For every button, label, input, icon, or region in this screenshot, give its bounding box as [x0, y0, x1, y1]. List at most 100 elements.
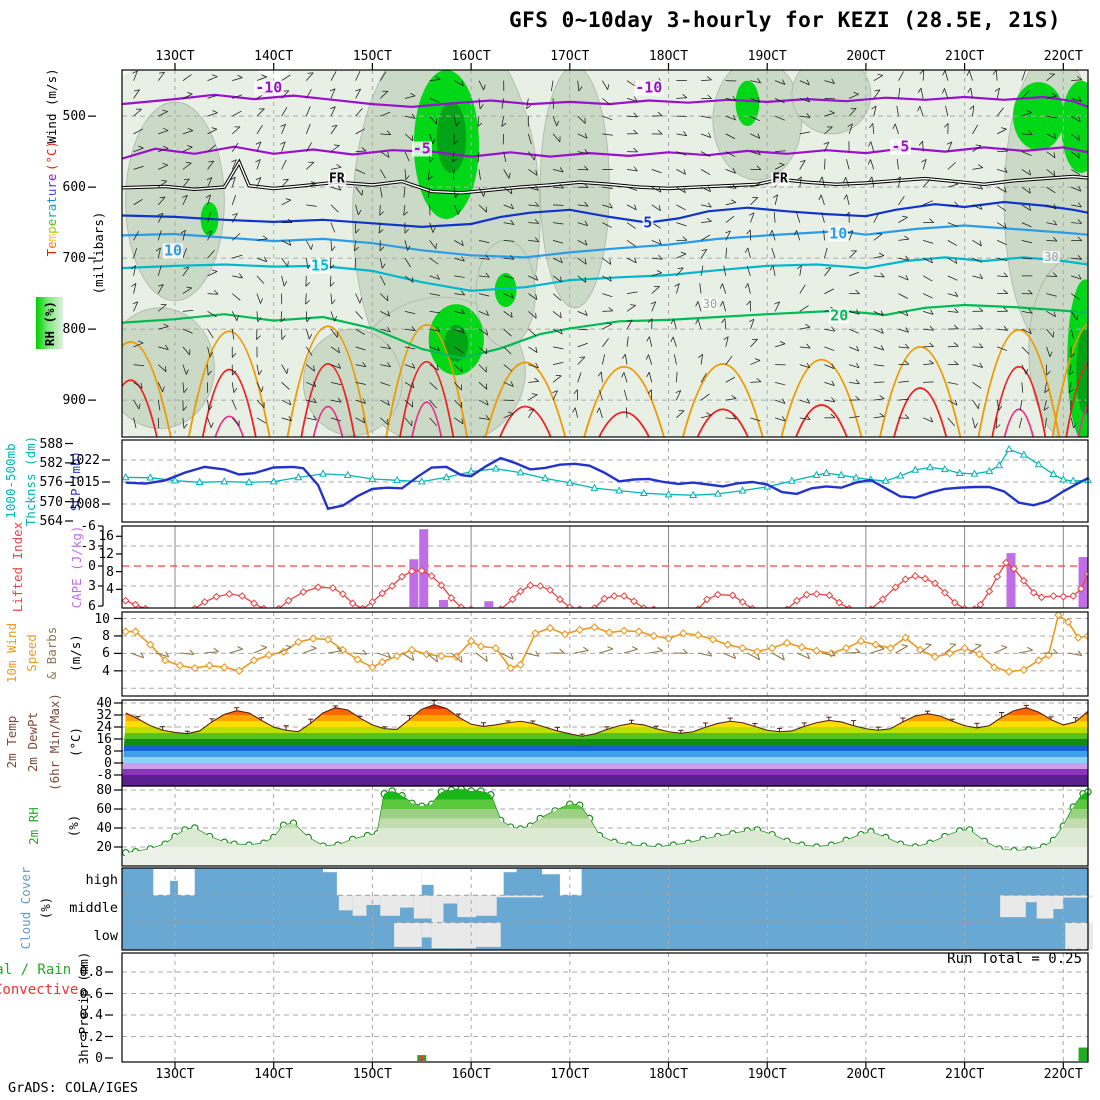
cloud-bar-high — [177, 869, 195, 896]
cloud-bar-middle — [380, 895, 401, 916]
cloud-row-high-label: high — [85, 872, 118, 888]
temp2m-axis-label-1: 2m Temp — [3, 715, 19, 769]
contour-label-30: 30 — [1043, 250, 1060, 265]
cloud-cover-axis-label: Cloud Cover — [17, 866, 33, 950]
thickness-tick-label: 588 — [39, 436, 63, 452]
cloud-bar-low — [476, 922, 501, 947]
time-label-top: 21OCT — [945, 49, 985, 64]
wind-units-label: Wind (m/s) — [43, 68, 59, 144]
rh-legend-box: RH (%) — [36, 297, 63, 349]
contour-label--10: -10 — [254, 78, 284, 97]
precip-tick-label: 0.2 — [79, 1029, 103, 1045]
temp-tick-label: 32 — [96, 708, 112, 723]
contour-label--5: -5 — [890, 137, 911, 156]
cloud-bar-high — [433, 869, 504, 896]
contour-label--5: -5 — [411, 139, 432, 158]
time-label-top: 19OCT — [747, 49, 787, 64]
thickness-tick-label: 564 — [39, 514, 63, 529]
lifted-index-axis-label: Lifted Index — [9, 521, 25, 613]
contour-label-10: 10 — [828, 224, 849, 243]
pressure-tick-label: 600 — [62, 180, 86, 196]
temp-tick-label: -8 — [96, 768, 112, 783]
pressure-tick-label: 700 — [62, 251, 86, 267]
cloud-row-middle-label: middle — [69, 900, 118, 916]
cloud-bar-high — [323, 869, 337, 873]
cloud-bar-middle — [496, 895, 544, 898]
cloud-bar-middle — [1053, 895, 1064, 909]
temperature-letter: a — [43, 203, 59, 212]
cloud-bar-high — [503, 869, 517, 873]
temperature-units-label: (°C) — [43, 140, 59, 172]
contour-label--10: -10 — [634, 78, 664, 97]
time-label-top: 13OCT — [155, 49, 195, 64]
time-label-top: 16OCT — [451, 49, 491, 64]
cloud-bar-low — [421, 922, 432, 938]
temperature-letter: e — [43, 241, 59, 249]
cloud-bar-high — [559, 869, 582, 896]
rh-tick-label: 40 — [96, 821, 112, 836]
cloud-row-low-label: low — [93, 928, 118, 944]
time-label-bottom: 20OCT — [846, 1067, 886, 1082]
precip-bar-total — [1078, 1047, 1088, 1061]
grads-credit: GrADS: COLA/IGES — [8, 1080, 139, 1096]
cloud-bar-middle — [352, 895, 367, 916]
time-label-bottom: 15OCT — [352, 1067, 392, 1082]
rh-tick-label: 20 — [96, 840, 112, 855]
rh2m-axis-label: 2m RH — [25, 807, 41, 845]
temp-tick-label: 24 — [96, 720, 112, 735]
contour-label-fr: FR — [328, 171, 346, 187]
li-tick-label: 0 — [88, 559, 96, 574]
precip-tick-label: 0.4 — [79, 1008, 103, 1023]
cloud-bar-low — [1065, 922, 1093, 950]
pressure-axis-label: (millibars) — [90, 211, 106, 295]
panel-precip — [122, 953, 1088, 1062]
time-label-top: 15OCT — [352, 49, 392, 64]
slp-tick-label: 1008 — [68, 497, 100, 512]
time-label-bottom: 14OCT — [254, 1067, 294, 1082]
contour-label-10: 10 — [162, 241, 184, 260]
time-label-bottom: 21OCT — [945, 1067, 985, 1082]
pressure-tick-label: 800 — [62, 322, 86, 338]
cloud-bar-middle — [338, 895, 353, 911]
cloud-bar-high — [153, 869, 171, 896]
cloud-bar-middle — [431, 895, 444, 923]
cape-tick-label: 12 — [98, 546, 114, 562]
upper-wind-barbs — [130, 70, 1082, 429]
time-label-top: 17OCT — [550, 49, 590, 64]
cloud-bar-high — [336, 869, 422, 896]
wind-tick-label: 4 — [102, 663, 110, 679]
contour-label-5: 5 — [642, 213, 654, 232]
temp-tick-label: 16 — [96, 732, 112, 747]
temp2m-bands — [122, 705, 1088, 786]
thickness-tick-label: 570 — [39, 494, 63, 510]
panel-wind10m — [122, 612, 1088, 696]
pressure-tick-label: 900 — [62, 393, 86, 409]
wind-tick-label: 10 — [94, 611, 110, 627]
cloud-bar-high — [542, 869, 560, 875]
cloud-bar-middle — [413, 895, 432, 919]
contour-label-20: 20 — [829, 306, 850, 325]
time-label-top: 22OCT — [1043, 49, 1083, 64]
cloud-cover-units-label: (%) — [37, 896, 53, 920]
cape-tick-label: 8 — [106, 564, 114, 580]
precip-legend-convective: Convective — [0, 982, 79, 998]
temp-tick-label: 8 — [104, 744, 112, 759]
wind-tick-label: 6 — [102, 646, 110, 662]
time-label-top: 14OCT — [254, 49, 294, 64]
time-label-bottom: 19OCT — [747, 1067, 787, 1082]
rh-tick-label: 80 — [96, 783, 112, 798]
temperature-letter: e — [43, 218, 59, 227]
contour-label-15: 15 — [310, 256, 331, 275]
temperature-letter: m — [43, 233, 59, 242]
cloud-bar-high — [421, 869, 434, 885]
li-tick-label: -3 — [80, 538, 96, 554]
time-label-bottom: 22OCT — [1043, 1067, 1083, 1082]
panel-borders — [65, 63, 1089, 1069]
chart-title: GFS 0~10day 3-hourly for KEZI (28.5E, 21… — [508, 8, 1062, 32]
cloud-bar-middle — [400, 895, 414, 908]
temp2m-axis-label-2: 2m DewPt — [24, 711, 40, 773]
temperature-letter: t — [43, 196, 59, 204]
cloud-bar-middle — [476, 895, 497, 916]
cloud-bar-middle — [457, 895, 477, 918]
